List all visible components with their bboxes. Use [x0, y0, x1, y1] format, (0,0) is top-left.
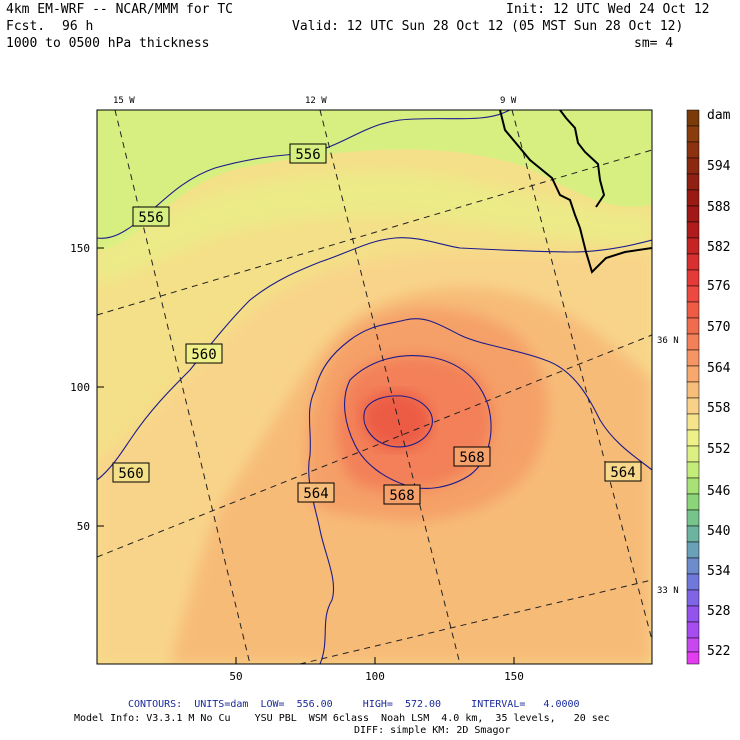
colorbar-level: 546 — [707, 484, 730, 499]
model-title: 4km EM-WRF -- NCAR/MMM for TC — [6, 2, 233, 17]
lat-label-33n: 33 N — [657, 586, 679, 596]
svg-text:568: 568 — [389, 488, 414, 504]
band-570 — [361, 392, 431, 450]
contour-label-568-a: 568 — [383, 484, 421, 505]
contour-label-560-a: 560 — [185, 343, 223, 364]
diffusion-info: DIFF: simple KM: 2D Smagor — [354, 725, 511, 736]
svg-text:564: 564 — [610, 465, 635, 481]
colorbar-level: 582 — [707, 240, 730, 255]
model-info: Model Info: V3.3.1 M No Cu YSU PBL WSM 6… — [74, 713, 610, 724]
colorbar-level: 576 — [707, 279, 730, 294]
lon-label-12w: 12 W — [305, 96, 327, 106]
svg-text:556: 556 — [138, 210, 163, 226]
svg-text:560: 560 — [191, 347, 216, 363]
colorbar-level: 540 — [707, 524, 730, 539]
forecast-label: Fcst. — [6, 19, 46, 34]
lat-label-36n: 36 N — [657, 336, 679, 346]
valid-time: Valid: 12 UTC Sun 28 Oct 12 (05 MST Sun … — [292, 19, 684, 34]
colorbar-unit: dam — [707, 108, 731, 123]
contour-570 — [363, 395, 433, 448]
x-tick-50: 50 — [229, 670, 242, 683]
colorbar-level: 552 — [707, 442, 730, 457]
forecast-hours: 96 h — [62, 19, 94, 34]
contour-label-564-a: 564 — [297, 482, 335, 503]
lon-label-15w: 15 W — [113, 96, 135, 106]
init-time: Init: 12 UTC Wed 24 Oct 12 — [506, 2, 710, 17]
svg-text:568: 568 — [459, 450, 484, 466]
contours-info: CONTOURS: UNITS=dam LOW= 556.00 HIGH= 57… — [128, 699, 580, 710]
axis-labels: 50 100 150 150 100 50 — [70, 242, 524, 683]
map-plot-area: 556 556 560 560 564 564 568 568 — [97, 110, 652, 664]
colorbar-level: 528 — [707, 604, 730, 619]
svg-text:560: 560 — [118, 466, 143, 482]
latlon-labels: 15 W 12 W 9 W 36 N 33 N — [113, 96, 679, 596]
field-title: 1000 to 0500 hPa thickness — [6, 36, 210, 51]
svg-text:556: 556 — [295, 147, 320, 163]
y-tick-50: 50 — [77, 520, 90, 533]
coastline — [499, 110, 652, 274]
colorbar — [686, 109, 700, 665]
svg-text:564: 564 — [303, 486, 328, 502]
y-tick-100: 100 — [70, 381, 90, 394]
y-tick-150: 150 — [70, 242, 90, 255]
colorbar-level: 564 — [707, 361, 731, 376]
contour-568 — [344, 355, 492, 489]
contour-560 — [97, 237, 652, 481]
contour-label-556-b: 556 — [132, 206, 170, 227]
axis-ticks — [97, 247, 515, 664]
x-tick-150: 150 — [504, 670, 524, 683]
contour-label-564-b: 564 — [604, 461, 642, 482]
colorbar-level: 594 — [707, 159, 731, 174]
x-tick-100: 100 — [365, 670, 385, 683]
latlon-grid — [97, 110, 652, 664]
colorbar-level: 570 — [707, 320, 730, 335]
colorbar-level: 534 — [707, 564, 731, 579]
contour-label-568-b: 568 — [453, 446, 491, 467]
lon-label-9w: 9 W — [500, 96, 517, 106]
smoothing-label: sm= 4 — [634, 36, 674, 51]
contour-labels: 556 556 560 560 564 564 568 568 — [112, 143, 642, 505]
colorbar-level: 558 — [707, 401, 730, 416]
contour-564 — [308, 318, 652, 664]
colorbar-level: 522 — [707, 644, 730, 659]
contour-label-560-b: 560 — [112, 462, 150, 483]
band-556 — [97, 110, 652, 250]
colorbar-level: 588 — [707, 200, 730, 215]
colorbar-labels: dam 594 588 582 576 570 564 558 552 546 … — [707, 108, 731, 659]
contour-label-556-a: 556 — [289, 143, 327, 164]
band-558-north — [97, 173, 652, 285]
